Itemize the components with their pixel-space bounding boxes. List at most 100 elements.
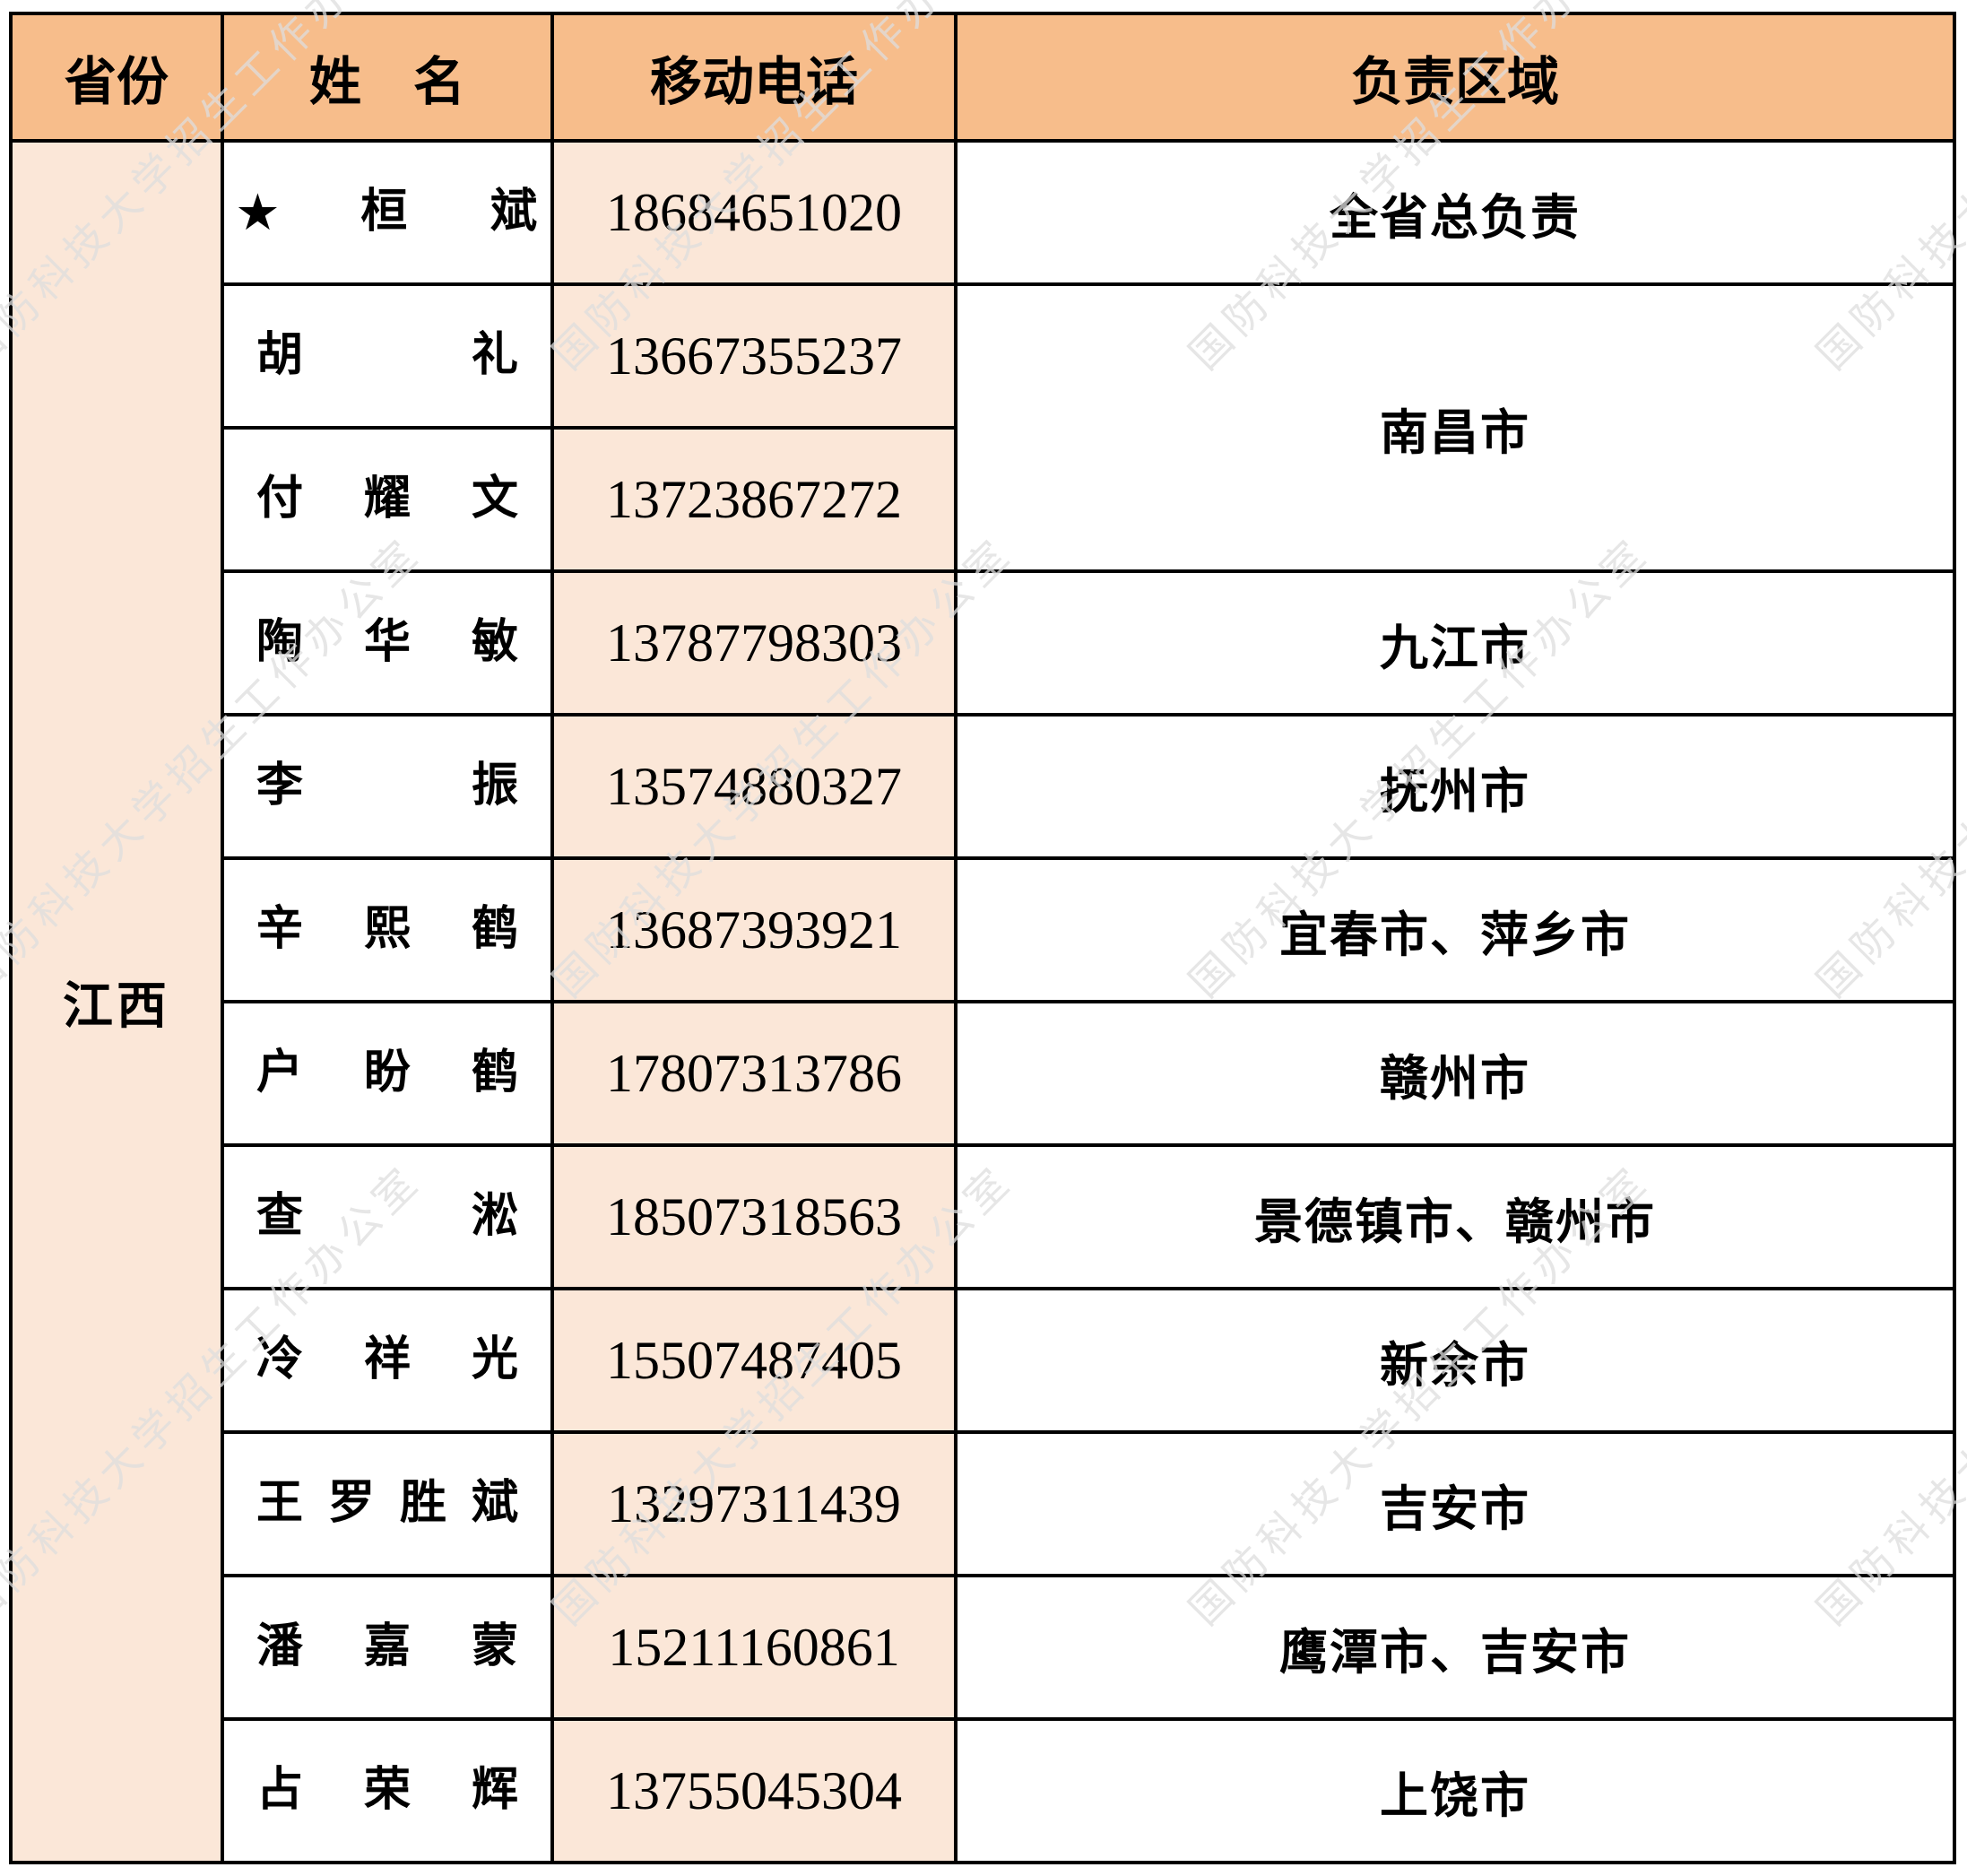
- phone-cell: 13787798303: [550, 569, 958, 717]
- name-char: 罗: [327, 1478, 375, 1529]
- name-char: 盼: [363, 1047, 411, 1099]
- name-char: 胜: [399, 1478, 446, 1529]
- header-cell-province: 省份: [9, 12, 224, 143]
- name-char: 嘉: [363, 1621, 411, 1672]
- region-cell: 九江市: [954, 569, 1956, 717]
- name-cell: 占荣辉: [221, 1717, 554, 1864]
- header-row: 省份 姓 名 移动电话 负责区域: [9, 12, 1956, 143]
- phone-cell: 13755045304: [550, 1717, 958, 1864]
- phone-cell: 13723867272: [550, 426, 958, 573]
- name-char: 蒙: [471, 1621, 518, 1672]
- name-char: 桓: [360, 187, 408, 238]
- name-char: 胡: [256, 330, 304, 381]
- name-cell: 查淞: [221, 1143, 554, 1290]
- name-char: 王: [256, 1478, 304, 1529]
- name-text: 王罗胜斌: [256, 1481, 518, 1527]
- name-cell: 胡礼: [221, 282, 554, 430]
- table-row: 陶 华 敏 13787798303 九江市: [11, 569, 1956, 717]
- name-char: 潘: [256, 1621, 304, 1672]
- name-text: 户盼鹤: [256, 1050, 518, 1097]
- name-char: 付: [256, 473, 304, 525]
- name-text: 潘嘉蒙: [256, 1624, 518, 1671]
- name-char: 斌: [471, 1478, 518, 1529]
- name-char: 陶: [256, 617, 304, 668]
- name-text: 辛熙鹤: [256, 907, 518, 953]
- region-cell: 全省总负责: [954, 139, 1956, 286]
- name-cell: ★ 桓 斌: [221, 139, 554, 286]
- name-cell: 冷祥光: [221, 1287, 554, 1434]
- name-cell: 付耀文: [221, 426, 554, 573]
- name-char: 占: [256, 1765, 304, 1816]
- name-char: 鹤: [471, 1047, 518, 1099]
- name-char: 熙: [363, 904, 411, 955]
- phone-cell: 18684651020: [550, 139, 958, 286]
- name-text: 陶华敏: [256, 620, 518, 666]
- name-char: 敏: [471, 617, 518, 668]
- phone-cell: 17807313786: [550, 1000, 958, 1147]
- name-char: 李: [256, 760, 304, 812]
- name-text: 查淞: [256, 1194, 518, 1240]
- name-cell: 王罗胜斌: [221, 1430, 554, 1577]
- table-row: 胡礼 13667355237 南昌市: [11, 282, 1956, 573]
- phone-cell: 15211160861: [550, 1574, 958, 1721]
- name-text: 胡礼: [256, 333, 518, 379]
- name-char: 耀: [363, 473, 411, 525]
- table-row: 辛 熙 鹤 13687393921 宜春市、萍乡市: [11, 856, 1956, 1003]
- header-cell-name: 姓 名: [221, 12, 554, 143]
- region-cell: 新余市: [954, 1287, 1956, 1434]
- name-cell: 户盼鹤: [221, 1000, 554, 1147]
- name-char: 斌: [490, 187, 537, 238]
- table-body: 江西 ★ 桓斌 18684651020 全省总负责胡礼 13667355237 南昌市付耀文…: [9, 139, 1956, 1864]
- name-char: 祥: [363, 1334, 411, 1385]
- table-row: 户 盼 鹤 17807313786 赣州市: [11, 1000, 1956, 1147]
- phone-cell: 13297311439: [550, 1430, 958, 1577]
- phone-cell: 13574880327: [550, 713, 958, 860]
- star-icon: ★: [238, 187, 278, 238]
- region-cell: 景德镇市、赣州市: [954, 1143, 1956, 1290]
- table-row: 查淞 18507318563 景德镇市、赣州市: [11, 1143, 1956, 1290]
- name-text: 付耀文: [256, 476, 518, 523]
- table-row: 李振 13574880327 抚州市: [11, 713, 1956, 860]
- name-char: 荣: [363, 1765, 411, 1816]
- name-text: ★ 桓 斌: [238, 189, 537, 236]
- phone-cell: 13667355237: [550, 282, 958, 430]
- table-row: 冷 祥 光 15507487405 新余市: [11, 1287, 1956, 1434]
- name-char: 辉: [471, 1765, 518, 1816]
- phone-cell: 13687393921: [550, 856, 958, 1003]
- region-cell: 南昌市: [954, 282, 1956, 573]
- phone-cell: 15507487405: [550, 1287, 958, 1434]
- name-text: 李振: [256, 763, 518, 810]
- name-char: 辛: [256, 904, 304, 955]
- name-char: 淞: [471, 1191, 518, 1242]
- name-char: 户: [256, 1047, 304, 1099]
- table-row: 占 荣 辉 13755045304 上饶市: [11, 1717, 1956, 1864]
- table-row: 付 耀 文 13723867272: [11, 426, 1954, 573]
- region-cell: 宜春市、萍乡市: [954, 856, 1956, 1003]
- name-cell: 李振: [221, 713, 554, 860]
- name-char: 振: [471, 760, 518, 812]
- name-char: 华: [363, 617, 411, 668]
- contact-table: 省份 姓 名 移动电话 负责区域 江西 ★ 桓斌 18684651020 全省总负责胡礼…: [9, 12, 1956, 1864]
- header-cell-region: 负责区域: [954, 12, 1956, 143]
- region-cell: 上饶市: [954, 1717, 1956, 1864]
- name-cell: 陶华敏: [221, 569, 554, 717]
- name-cell: 辛熙鹤: [221, 856, 554, 1003]
- province-cell: 江西: [9, 139, 224, 1864]
- region-cell: 吉安市: [954, 1430, 1956, 1577]
- name-cell: 潘嘉蒙: [221, 1574, 554, 1721]
- name-char: 查: [256, 1191, 304, 1242]
- name-char: 鹤: [471, 904, 518, 955]
- region-cell: 抚州市: [954, 713, 1956, 860]
- table-row: 潘 嘉 蒙 15211160861 鹰潭市、吉安市: [11, 1574, 1956, 1721]
- region-cell: 鹰潭市、吉安市: [954, 1574, 1956, 1721]
- table-row: 江西 ★ 桓斌 18684651020 全省总负责: [9, 139, 1956, 1864]
- name-char: 文: [471, 473, 518, 525]
- name-char: 冷: [256, 1334, 304, 1385]
- name-text: 占荣辉: [256, 1767, 518, 1814]
- name-char: 礼: [471, 330, 518, 381]
- name-char: 光: [471, 1334, 518, 1385]
- name-text: 冷祥光: [256, 1337, 518, 1384]
- region-cell: 赣州市: [954, 1000, 1956, 1147]
- header-cell-phone: 移动电话: [550, 12, 958, 143]
